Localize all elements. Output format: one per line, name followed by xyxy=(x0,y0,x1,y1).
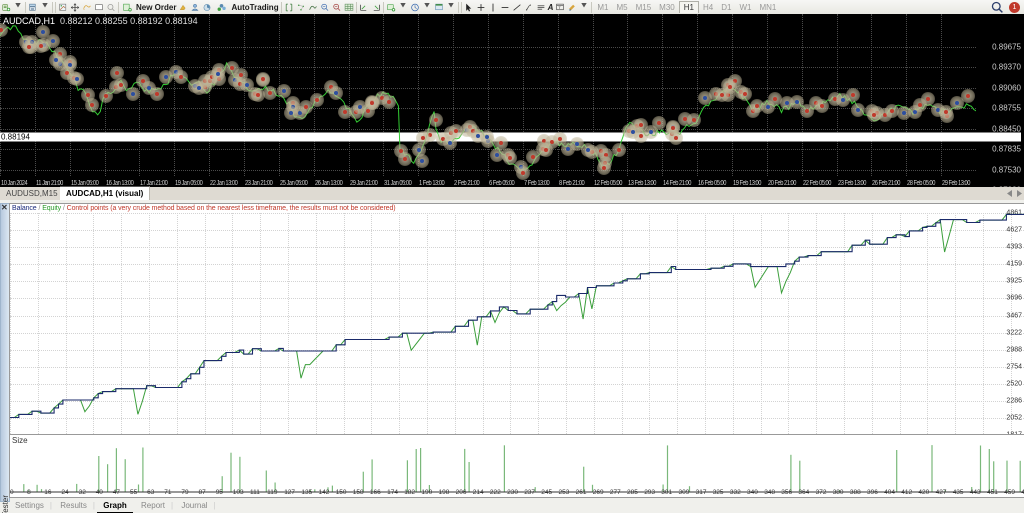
svg-text:T: T xyxy=(559,5,562,10)
